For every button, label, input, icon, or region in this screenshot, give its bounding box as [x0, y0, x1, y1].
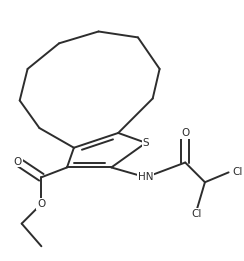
- Text: S: S: [142, 138, 149, 148]
- Text: Cl: Cl: [192, 209, 202, 219]
- Text: O: O: [14, 157, 22, 167]
- Text: HN: HN: [138, 172, 153, 182]
- Text: O: O: [37, 199, 45, 209]
- Text: Cl: Cl: [233, 167, 243, 177]
- Text: O: O: [181, 128, 189, 138]
